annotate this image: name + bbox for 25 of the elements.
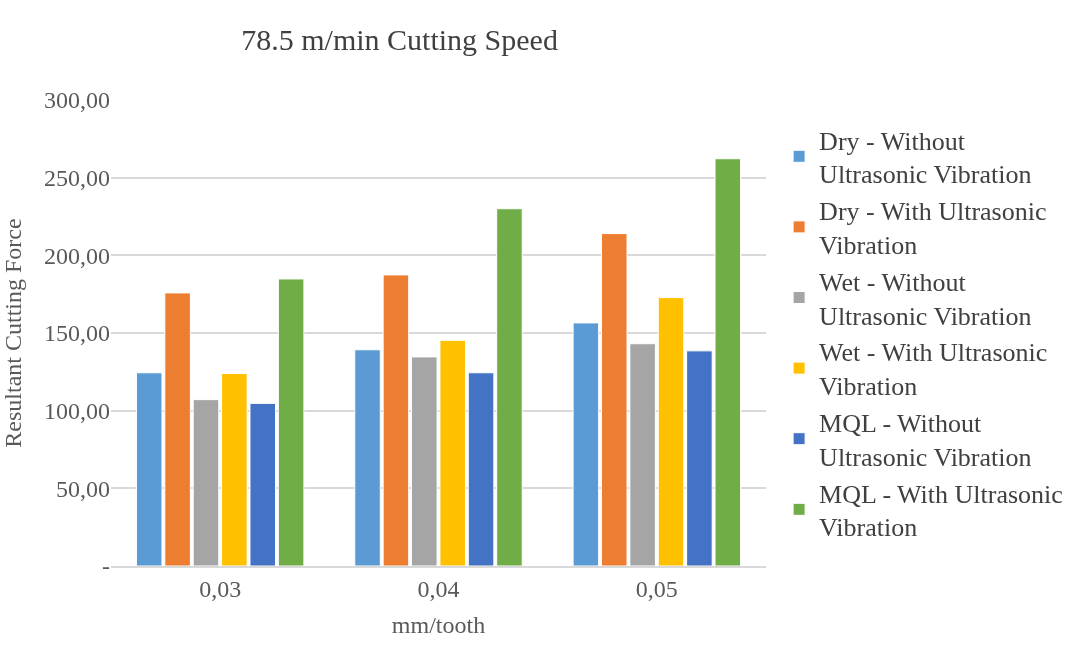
y-tick-label: 250,00: [44, 165, 110, 192]
y-tick-label: -: [102, 553, 110, 580]
x-tick-label: 0,04: [417, 575, 460, 602]
bar: [572, 322, 600, 566]
chart-title: 78.5 m/min Cutting Speed: [241, 23, 558, 57]
y-axis-title: Resultant Cutting Force: [0, 218, 27, 448]
y-tick-label: 150,00: [44, 320, 110, 347]
x-tick-label: 0,05: [635, 575, 678, 602]
x-axis-title: mm/tooth: [391, 611, 486, 638]
legend-label: MQL - With Ultrasonic Vibration: [819, 479, 1063, 543]
bar: [657, 297, 685, 566]
y-tick-label: 300,00: [44, 87, 110, 114]
legend-label: MQL - Without Ultrasonic Vibration: [819, 408, 1032, 472]
y-tick-label: 50,00: [56, 475, 110, 502]
legend-label: Wet - Without Ultrasonic Vibration: [819, 267, 1032, 331]
legend-label: Dry - Without Ultrasonic Vibration: [819, 126, 1032, 190]
bar: [277, 278, 305, 566]
bar: [354, 349, 381, 566]
bar: [382, 274, 410, 566]
legend-label: Wet - With Ultrasonic Vibration: [819, 338, 1048, 402]
bar: [192, 399, 220, 566]
y-tick-label: 100,00: [44, 398, 110, 425]
y-tick-label: 200,00: [44, 242, 110, 269]
x-tick-label: 0,03: [199, 575, 242, 602]
legend-label: Dry - With Ultrasonic Vibration: [819, 197, 1047, 260]
